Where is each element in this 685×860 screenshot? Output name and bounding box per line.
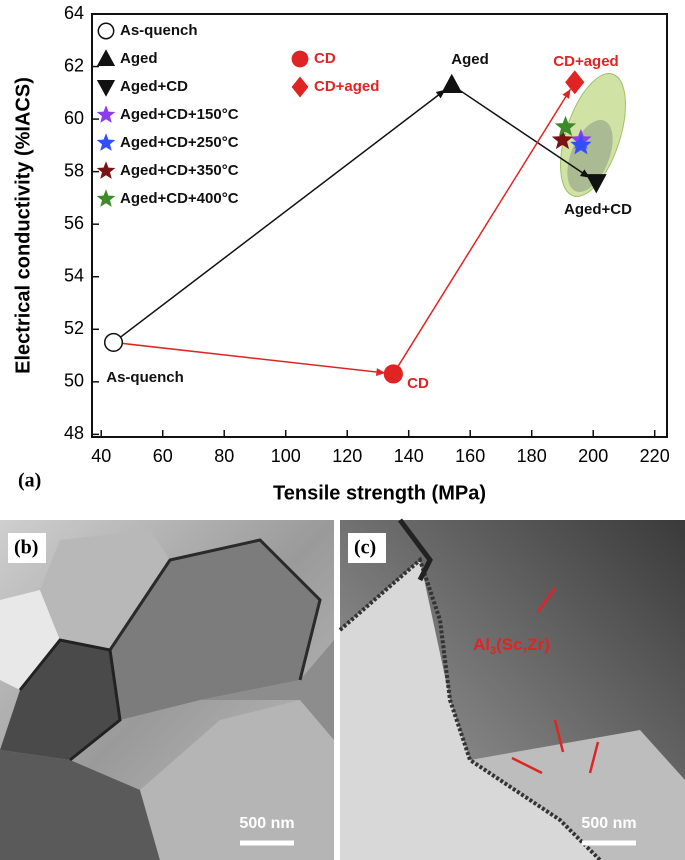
scale-bar-label: 500 nm	[239, 815, 294, 832]
x-tick-label: 160	[455, 446, 485, 466]
y-tick-label: 50	[64, 371, 84, 391]
tem-image-b: (b) 500 nm	[0, 520, 334, 860]
y-tick-label: 60	[64, 108, 84, 128]
marker	[441, 73, 463, 93]
x-tick-label: 140	[394, 446, 424, 466]
legend-label: Aged+CD+350°C	[120, 162, 239, 179]
legend-label: CD	[314, 50, 336, 67]
marker	[96, 49, 116, 66]
arrow	[392, 88, 572, 375]
precipitate-label: Al3(Sc,Zr)	[473, 635, 550, 656]
marker	[570, 134, 592, 155]
annotation: As-quench	[106, 369, 184, 386]
arrow-head	[562, 89, 571, 99]
x-tick-label: 40	[91, 446, 111, 466]
y-tick-label: 64	[64, 3, 84, 23]
x-axis-label: Tensile strength (MPa)	[273, 482, 486, 504]
marker	[551, 128, 574, 150]
y-tick-label: 52	[64, 318, 84, 338]
x-tick-label: 200	[578, 446, 608, 466]
panel-label: (a)	[18, 470, 41, 492]
y-tick-label: 54	[64, 265, 84, 285]
y-tick-label: 62	[64, 55, 84, 75]
legend-label: As-quench	[120, 22, 198, 39]
y-axis-label: Electrical conductivity (%IACS)	[12, 77, 34, 374]
legend-label: Aged	[120, 50, 158, 67]
marker	[565, 70, 585, 95]
legend-label: Aged+CD+150°C	[120, 106, 239, 123]
x-tick-label: 80	[214, 446, 234, 466]
annotation: Aged	[451, 51, 489, 68]
marker	[96, 189, 116, 207]
arrow	[113, 89, 446, 344]
arrow-head	[375, 368, 386, 377]
y-tick-label: 48	[64, 423, 84, 443]
marker	[585, 174, 607, 194]
marker	[554, 115, 577, 137]
x-tick-label: 220	[640, 446, 670, 466]
marker	[383, 364, 403, 384]
legend-label: CD+aged	[314, 78, 379, 95]
annotation: Aged+CD	[564, 201, 632, 218]
arrows	[511, 587, 600, 775]
marker	[96, 161, 116, 179]
x-tick-label: 100	[271, 446, 301, 466]
tem-image-c: (c) Al3(Sc,Zr) 500 nm	[338, 518, 685, 860]
legend-label: Aged+CD	[120, 78, 188, 95]
plot-frame	[91, 13, 668, 438]
arrow	[113, 341, 386, 374]
marker	[96, 133, 116, 151]
legend-label: Aged+CD+250°C	[120, 134, 239, 151]
marker	[96, 105, 116, 123]
x-tick-label: 180	[517, 446, 547, 466]
marker	[291, 76, 309, 98]
marker	[96, 80, 116, 97]
marker	[103, 332, 124, 352]
annotation: CD	[407, 375, 429, 392]
legend-label: Aged+CD+400°C	[120, 190, 239, 207]
x-tick-label: 60	[153, 446, 173, 466]
x-tick-label: 120	[332, 446, 362, 466]
y-tick-label: 56	[64, 213, 84, 233]
panel-label: (b)	[14, 537, 38, 559]
scale-bar-label: 500 nm	[581, 815, 636, 832]
marker	[97, 22, 115, 40]
panel-label: (c)	[354, 537, 376, 559]
annotation: CD+aged	[553, 53, 618, 70]
chart: 40 60 80 100 120 140 160 180 200 220 48 50 52 54 56 58 6…	[12, 3, 669, 505]
y-tick-label: 58	[64, 160, 84, 180]
arrow	[451, 84, 591, 179]
marker	[291, 50, 309, 68]
